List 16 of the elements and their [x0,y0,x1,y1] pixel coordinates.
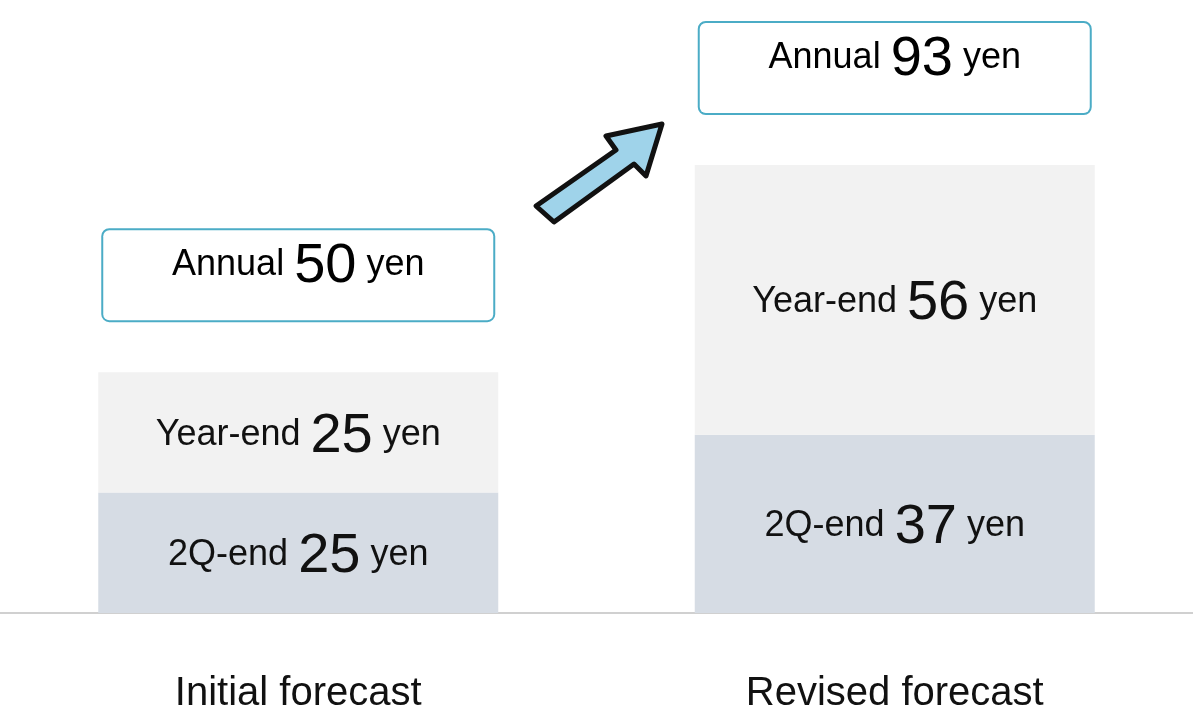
series-label: 2Q-end [168,532,289,574]
bar [98,492,499,613]
text: Year-end [752,279,897,321]
text: 2Q-end [764,503,885,545]
bar [98,372,499,493]
bar [694,434,1095,613]
bar [694,165,1095,435]
x-tick-label: Revised forecast [745,669,1044,713]
x-tick-label: Initial forecast [174,669,422,713]
data-label: 37 yen [894,492,1025,556]
data-label: 25 yen [310,400,441,464]
total-label: Annual 93 yen [768,23,1021,87]
data-label: 56 yen [906,268,1038,332]
total-label: Annual 50 yen [172,230,425,294]
data-label: 25 yen [298,521,429,585]
series-label: Year-end [155,411,301,453]
